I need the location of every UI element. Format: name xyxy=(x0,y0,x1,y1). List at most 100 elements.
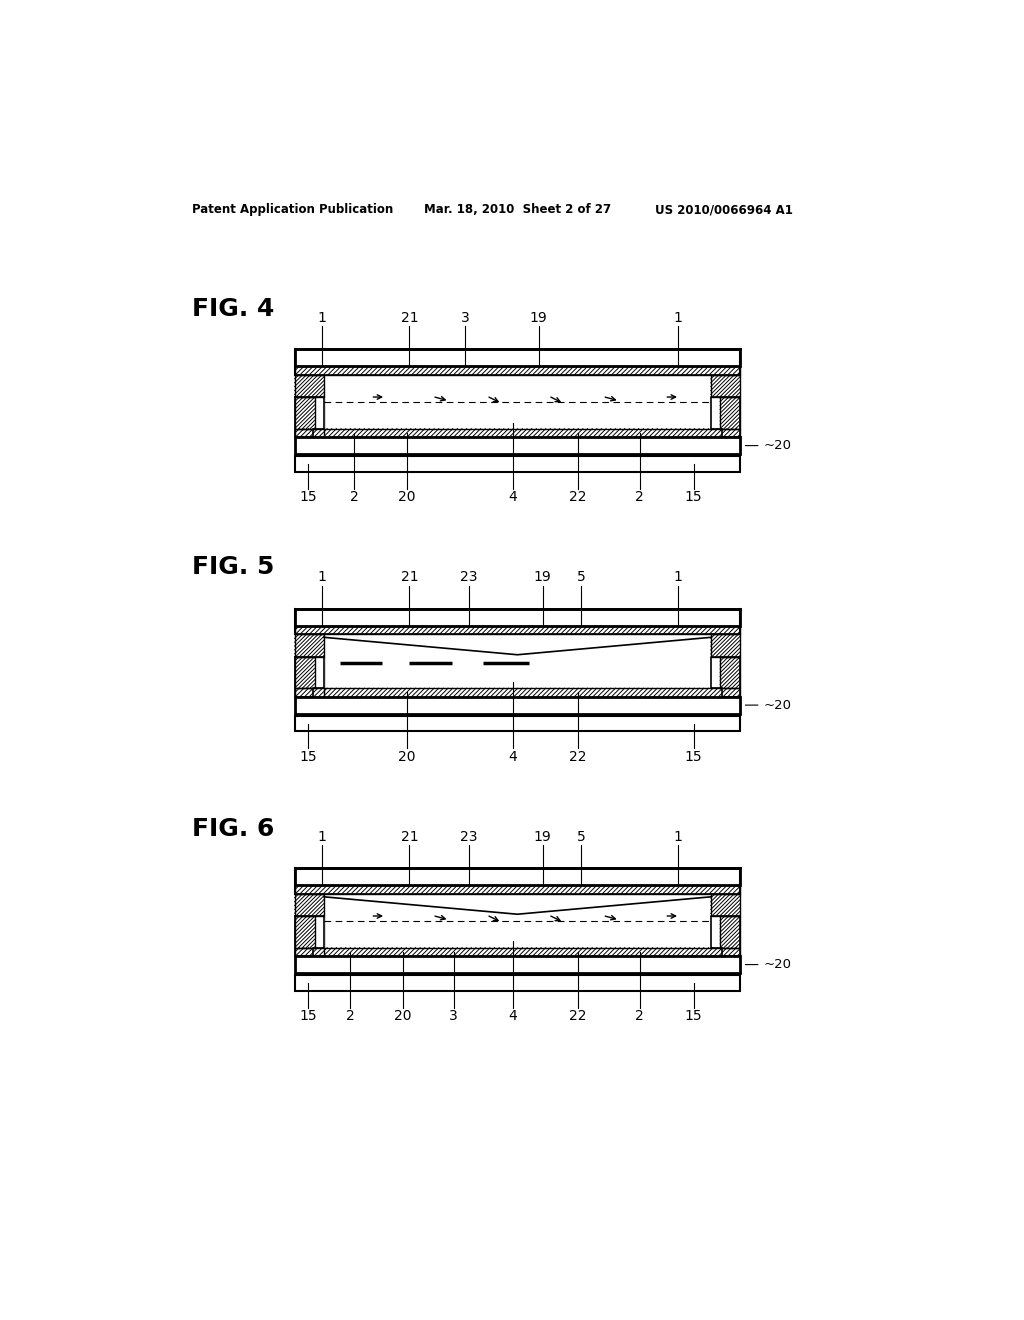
Text: 4: 4 xyxy=(509,1010,517,1023)
Bar xyxy=(295,350,740,367)
Text: Mar. 18, 2010  Sheet 2 of 27: Mar. 18, 2010 Sheet 2 of 27 xyxy=(424,203,611,216)
Bar xyxy=(295,894,324,916)
Bar xyxy=(295,626,740,635)
Text: 2: 2 xyxy=(350,490,358,504)
Bar xyxy=(720,397,740,429)
Text: 3: 3 xyxy=(461,310,469,325)
Text: 22: 22 xyxy=(568,490,587,504)
Bar xyxy=(295,397,314,429)
Bar xyxy=(324,375,711,429)
Bar xyxy=(295,375,324,397)
Bar xyxy=(295,916,314,948)
Bar xyxy=(324,894,711,948)
Bar xyxy=(295,437,740,454)
Polygon shape xyxy=(295,916,324,956)
Bar xyxy=(295,948,740,956)
Text: 20: 20 xyxy=(398,750,416,764)
Text: 21: 21 xyxy=(400,310,418,325)
Bar xyxy=(295,367,740,375)
Bar xyxy=(295,894,324,916)
Polygon shape xyxy=(711,657,740,697)
Text: ~20: ~20 xyxy=(745,698,792,711)
Text: 15: 15 xyxy=(299,1010,316,1023)
Bar xyxy=(295,367,740,375)
Bar xyxy=(295,688,740,697)
Text: FIG. 5: FIG. 5 xyxy=(193,554,274,579)
Text: 5: 5 xyxy=(577,830,586,843)
Text: 1: 1 xyxy=(317,570,327,585)
Bar xyxy=(295,429,740,437)
Text: 15: 15 xyxy=(299,490,316,504)
Bar xyxy=(720,657,740,688)
Text: 21: 21 xyxy=(400,570,418,585)
Bar xyxy=(295,956,740,973)
Text: 22: 22 xyxy=(568,750,587,764)
Text: 15: 15 xyxy=(685,750,702,764)
Bar xyxy=(295,457,740,471)
Text: ~20: ~20 xyxy=(745,958,792,972)
Text: 23: 23 xyxy=(460,830,478,843)
Polygon shape xyxy=(711,397,740,437)
Text: 1: 1 xyxy=(674,310,683,325)
Bar xyxy=(295,948,740,956)
Text: US 2010/0066964 A1: US 2010/0066964 A1 xyxy=(655,203,793,216)
Bar xyxy=(295,657,324,697)
Text: 20: 20 xyxy=(398,490,416,504)
Text: ~20: ~20 xyxy=(745,440,792,453)
Bar xyxy=(295,375,324,397)
Text: 1: 1 xyxy=(674,830,683,843)
Bar xyxy=(295,916,324,956)
Text: 22: 22 xyxy=(568,1010,587,1023)
Bar xyxy=(295,657,314,688)
Bar xyxy=(720,397,740,429)
Text: FIG. 4: FIG. 4 xyxy=(193,297,274,321)
Bar xyxy=(720,916,740,948)
Bar xyxy=(295,916,314,948)
Bar xyxy=(295,975,740,991)
Text: 3: 3 xyxy=(450,1010,458,1023)
Bar xyxy=(711,375,740,397)
Polygon shape xyxy=(711,916,740,956)
Bar xyxy=(295,697,740,714)
Bar xyxy=(295,715,740,731)
Text: 4: 4 xyxy=(509,490,517,504)
Bar xyxy=(295,635,324,657)
Text: 2: 2 xyxy=(635,1010,644,1023)
Text: 1: 1 xyxy=(317,830,327,843)
Bar xyxy=(295,886,740,894)
Text: 20: 20 xyxy=(394,1010,412,1023)
Text: 2: 2 xyxy=(635,490,644,504)
Text: FIG. 6: FIG. 6 xyxy=(193,817,274,841)
Bar xyxy=(295,886,740,894)
Text: 19: 19 xyxy=(534,570,552,585)
Text: 5: 5 xyxy=(577,570,586,585)
Text: 19: 19 xyxy=(529,310,548,325)
Bar xyxy=(295,688,740,697)
Bar xyxy=(295,429,740,437)
Bar xyxy=(711,635,740,657)
Text: 4: 4 xyxy=(509,750,517,764)
Text: 15: 15 xyxy=(299,750,316,764)
Bar xyxy=(295,626,740,635)
Polygon shape xyxy=(295,397,324,437)
Text: 15: 15 xyxy=(685,1010,702,1023)
Bar xyxy=(720,657,740,688)
Text: 23: 23 xyxy=(460,570,478,585)
Text: Patent Application Publication: Patent Application Publication xyxy=(193,203,393,216)
Bar xyxy=(720,916,740,948)
Bar xyxy=(295,635,324,657)
Bar xyxy=(295,657,314,688)
Bar xyxy=(295,397,314,429)
Bar xyxy=(711,375,740,397)
Text: 2: 2 xyxy=(346,1010,354,1023)
Bar xyxy=(711,635,740,657)
Bar xyxy=(295,869,740,886)
Text: 1: 1 xyxy=(317,310,327,325)
Bar xyxy=(324,635,711,688)
Text: 15: 15 xyxy=(685,490,702,504)
Text: 19: 19 xyxy=(534,830,552,843)
Text: 21: 21 xyxy=(400,830,418,843)
Bar xyxy=(711,894,740,916)
Bar xyxy=(711,894,740,916)
Polygon shape xyxy=(295,657,324,697)
